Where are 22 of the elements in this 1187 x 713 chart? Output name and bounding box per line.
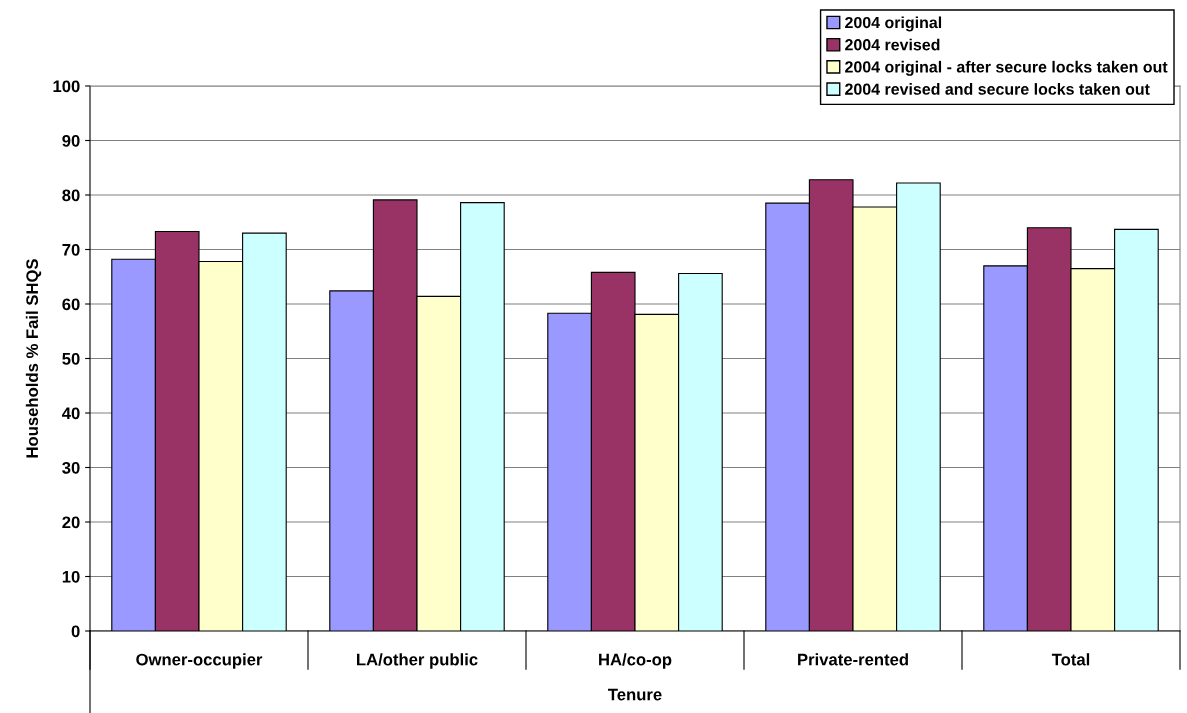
legend-label: 2004 original: [845, 16, 942, 32]
y-tick-label: 10: [62, 570, 80, 583]
x-tick-label: LA/other public: [357, 653, 478, 669]
y-tick-label: 60: [62, 298, 80, 311]
y-tick-label: 90: [62, 134, 80, 147]
x-tick-label: Owner-occupier: [136, 653, 263, 669]
legend-label: 2004 original - after secure locks taken out: [845, 60, 1168, 76]
x-axis-title: Tenure: [608, 688, 662, 701]
y-tick-label: 0: [71, 625, 80, 638]
y-axis-title: Households % Fail SHQS: [25, 259, 42, 458]
x-tick-label: Total: [1051, 653, 1090, 666]
x-tick-label: Private-rented: [798, 653, 908, 666]
y-tick-label: 100: [53, 80, 80, 93]
x-tick-label: HA/co-op: [599, 653, 672, 669]
y-tick-label: 30: [62, 461, 80, 474]
y-tick-label: 20: [62, 516, 80, 529]
y-tick-label: 50: [62, 352, 80, 365]
y-tick-label: 80: [62, 189, 80, 202]
legend-label: 2004 revised: [845, 38, 940, 51]
y-tick-label: 70: [62, 243, 80, 256]
y-tick-label: 40: [61, 407, 80, 420]
legend-label: 2004 revised and secure locks taken out: [845, 83, 1150, 95]
